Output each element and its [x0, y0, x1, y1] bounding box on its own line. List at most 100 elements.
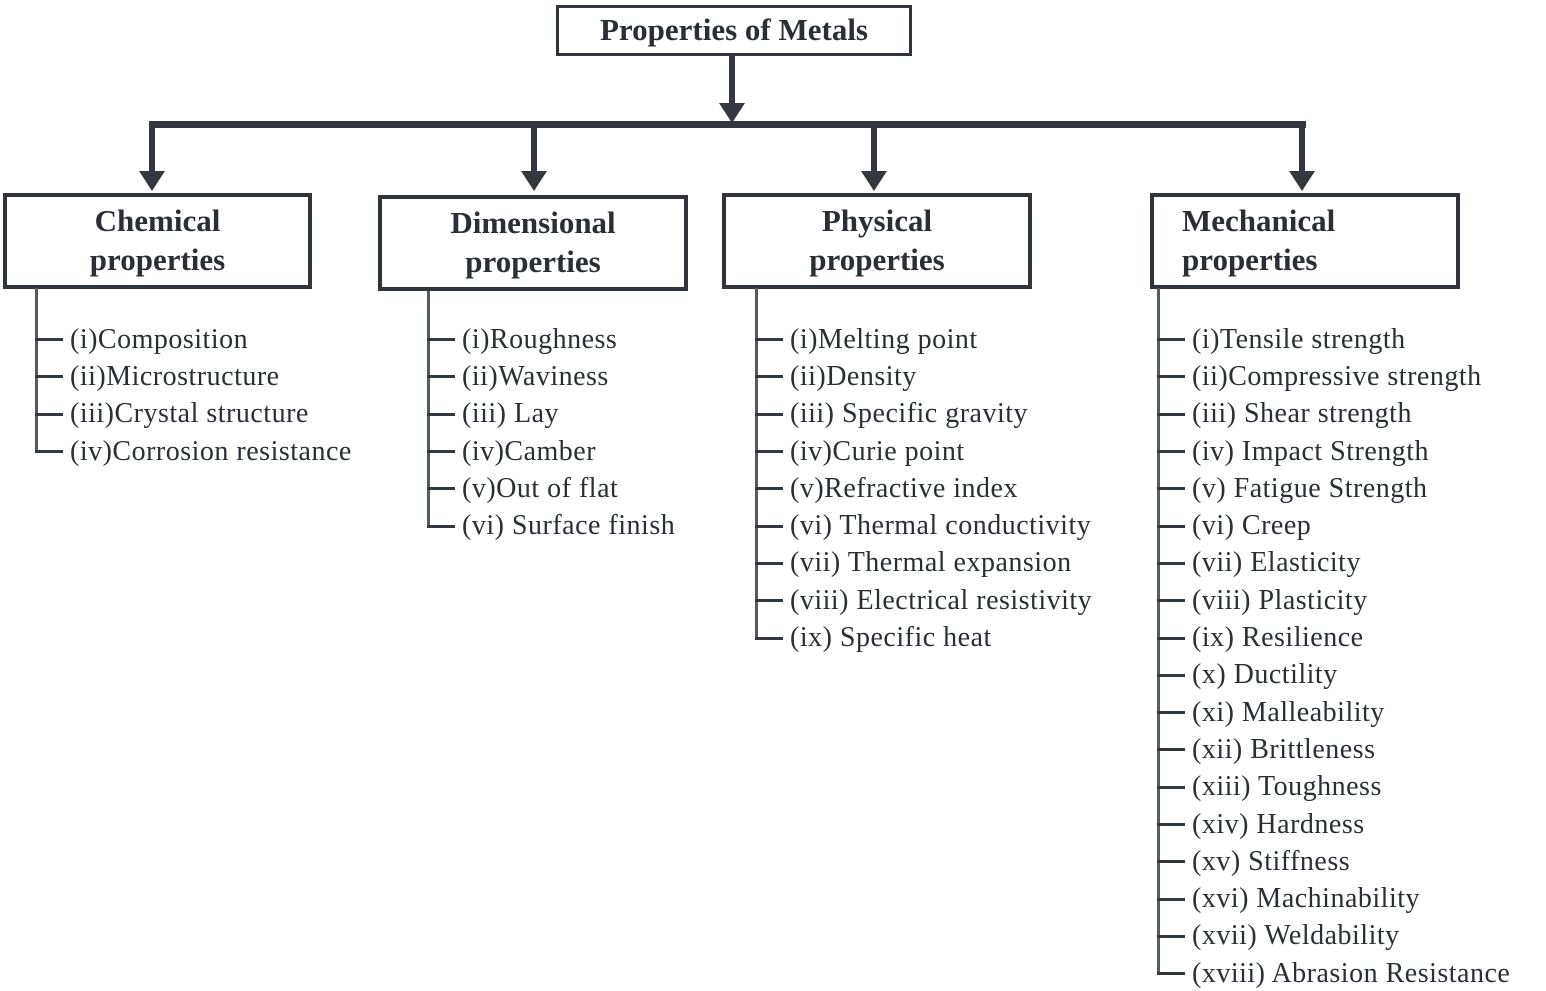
tick-icon	[1157, 599, 1185, 603]
item-label: (xii) Brittleness	[1192, 733, 1376, 765]
stub-dimensional	[531, 126, 537, 172]
tick-icon	[755, 636, 783, 640]
item-label: (vi) Surface finish	[462, 510, 676, 542]
list-item: (viii) Electrical resistivity	[755, 582, 1092, 619]
tick-icon	[35, 412, 63, 416]
list-item: (v) Fatigue Strength	[1157, 470, 1510, 507]
list-item: (ii)Density	[755, 358, 1092, 395]
list-item: (v)Out of flat	[427, 470, 675, 507]
list-item: (x) Ductility	[1157, 657, 1510, 694]
branch-label-physical: Physical properties	[809, 203, 945, 277]
arrowhead-dimensional-icon	[521, 171, 547, 191]
trunk-chemical	[35, 288, 38, 453]
item-label: (vi) Creep	[1192, 510, 1312, 542]
tick-icon	[1157, 375, 1185, 379]
list-item: (iii)Crystal structure	[35, 396, 352, 433]
tick-icon	[755, 375, 783, 379]
list-item: (ii)Waviness	[427, 358, 675, 395]
item-label: (i)Melting point	[790, 323, 978, 355]
item-label: (xvi) Machinability	[1192, 883, 1421, 915]
tick-icon	[1157, 412, 1185, 416]
tick-icon	[427, 450, 455, 454]
item-label: (xiii) Toughness	[1192, 771, 1382, 803]
tick-icon	[427, 375, 455, 379]
trunk-dimensional	[427, 291, 430, 528]
stub-physical	[871, 126, 877, 172]
item-label: (ii)Density	[790, 360, 917, 392]
list-item: (xiii) Toughness	[1157, 769, 1510, 806]
tick-icon	[1157, 934, 1185, 938]
list-item: (iv)Camber	[427, 433, 675, 470]
item-label: (vii) Elasticity	[1192, 547, 1361, 579]
item-label: (xiv) Hardness	[1192, 808, 1365, 840]
tick-icon	[1157, 785, 1185, 789]
stub-chemical	[149, 126, 155, 172]
tick-icon	[755, 524, 783, 528]
list-item: (vii) Thermal expansion	[755, 545, 1092, 582]
list-item: (ix) Resilience	[1157, 619, 1510, 656]
branch-box-physical: Physical properties	[722, 193, 1032, 289]
list-item: (iv)Curie point	[755, 433, 1092, 470]
item-label: (iv)Corrosion resistance	[70, 435, 352, 467]
tick-icon	[1157, 860, 1185, 864]
list-item: (vi) Surface finish	[427, 507, 675, 544]
item-label: (iii) Shear strength	[1192, 398, 1412, 430]
item-label: (vi) Thermal conductivity	[790, 510, 1092, 542]
branch-box-dimensional: Dimensional properties	[378, 195, 688, 291]
tick-icon	[755, 561, 783, 565]
list-item: (iv)Corrosion resistance	[35, 433, 352, 470]
list-item: (vi) Creep	[1157, 507, 1510, 544]
tick-icon	[35, 375, 63, 379]
tick-icon	[1157, 561, 1185, 565]
item-label: (viii) Plasticity	[1192, 584, 1368, 616]
item-label: (i)Roughness	[462, 323, 618, 355]
list-item: (xviii) Abrasion Resistance	[1157, 955, 1510, 991]
list-item: (vii) Elasticity	[1157, 545, 1510, 582]
arrowhead-mechanical-icon	[1289, 171, 1315, 191]
root-stem-line	[729, 55, 735, 105]
tick-icon	[35, 338, 63, 342]
list-item: (xiv) Hardness	[1157, 806, 1510, 843]
tick-icon	[1157, 711, 1185, 715]
bus-line	[149, 121, 1306, 128]
list-chemical: (i)Composition (ii)Microstructure (iii)C…	[35, 321, 352, 470]
tick-icon	[755, 599, 783, 603]
tick-icon	[427, 487, 455, 491]
list-item: (i)Composition	[35, 321, 352, 358]
item-label: (xv) Stiffness	[1192, 845, 1351, 877]
tick-icon	[1157, 636, 1185, 640]
tick-icon	[1157, 524, 1185, 528]
tick-icon	[1157, 673, 1185, 677]
item-label: (iv) Impact Strength	[1192, 435, 1430, 467]
item-label: (iv)Camber	[462, 435, 597, 467]
root-box-properties-of-metals: Properties of Metals	[556, 5, 912, 56]
item-label: (i)Composition	[70, 323, 249, 355]
list-item: (iii) Specific gravity	[755, 396, 1092, 433]
trunk-mechanical	[1157, 288, 1160, 975]
branch-label-dimensional: Dimensional properties	[450, 205, 616, 279]
item-label: (ii)Compressive strength	[1192, 360, 1482, 392]
item-label: (viii) Electrical resistivity	[790, 584, 1093, 616]
tick-icon	[35, 450, 63, 454]
item-label: (xvii) Weldability	[1192, 920, 1400, 952]
tick-icon	[1157, 823, 1185, 826]
item-label: (xviii) Abrasion Resistance	[1192, 957, 1511, 989]
tick-icon	[755, 412, 783, 416]
tick-icon	[755, 450, 783, 454]
root-label: Properties of Metals	[600, 12, 868, 48]
list-item: (ix) Specific heat	[755, 619, 1092, 656]
tick-icon	[427, 412, 455, 416]
list-item: (i)Melting point	[755, 321, 1092, 358]
branch-label-mechanical: Mechanical properties	[1182, 203, 1336, 277]
arrowhead-chemical-icon	[139, 171, 165, 191]
item-label: (xi) Malleability	[1192, 696, 1385, 728]
item-label: (iii) Specific gravity	[790, 398, 1029, 430]
item-label: (vii) Thermal expansion	[790, 547, 1072, 579]
item-label: (i)Tensile strength	[1192, 323, 1406, 355]
arrowhead-physical-icon	[861, 171, 887, 191]
item-label: (ii)Microstructure	[70, 360, 280, 392]
root-arrowhead-icon	[719, 103, 745, 123]
item-label: (v)Refractive index	[790, 472, 1018, 504]
list-item: (i)Roughness	[427, 321, 675, 358]
